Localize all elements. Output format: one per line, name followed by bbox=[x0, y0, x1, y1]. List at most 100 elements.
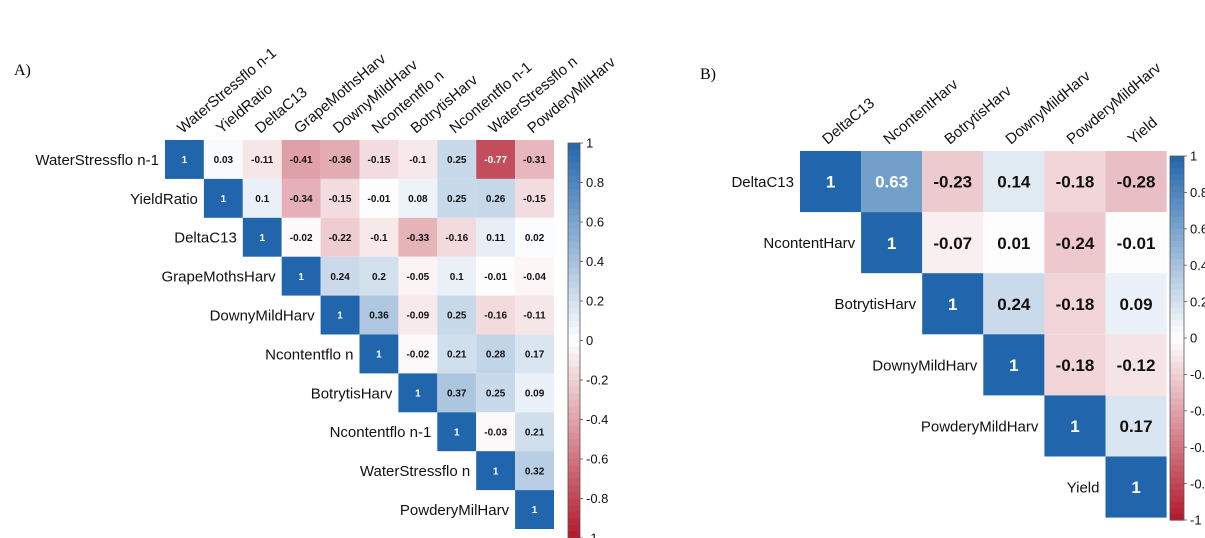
colorbar-segment bbox=[568, 399, 580, 407]
colorbar-segment bbox=[568, 215, 580, 223]
heatmap-cell bbox=[1105, 151, 1167, 213]
heatmap-cell bbox=[922, 212, 984, 274]
colorbar-segment bbox=[1170, 186, 1184, 193]
colorbar-segment bbox=[568, 485, 580, 493]
colorbar-segment bbox=[568, 301, 580, 309]
cell-value-label: -0.02 bbox=[406, 350, 429, 361]
cell-value-label: -0.03 bbox=[484, 427, 507, 438]
cell-value-label: -0.15 bbox=[523, 194, 546, 205]
heatmap-cell bbox=[922, 273, 984, 335]
cell-value-label: 0.24 bbox=[997, 295, 1031, 314]
colorbar-segment bbox=[568, 366, 580, 375]
colorbar-segment bbox=[1170, 325, 1184, 333]
colorbar-segment bbox=[1170, 380, 1184, 388]
colorbar-tick-label: 0 bbox=[1190, 331, 1197, 346]
heatmap-cell bbox=[1044, 334, 1106, 396]
colorbar-segment bbox=[1170, 253, 1184, 260]
row-label: GrapeMothsHarv bbox=[161, 269, 276, 286]
cell-value-label: -0.18 bbox=[1056, 295, 1095, 314]
colorbar-tick-label: -0.2 bbox=[1190, 367, 1205, 382]
colorbar-segment bbox=[568, 261, 580, 269]
row-label: BotrytisHarv bbox=[311, 385, 393, 402]
heatmap-cell bbox=[437, 140, 477, 179]
heatmap-cell bbox=[320, 295, 360, 335]
colorbar-segment bbox=[568, 169, 580, 177]
cell-value-label: 0.17 bbox=[525, 350, 545, 361]
heatmap-cell bbox=[515, 451, 554, 491]
colorbar-segment bbox=[568, 175, 580, 184]
heatmap-cell bbox=[281, 256, 321, 296]
cell-value-label: -0.09 bbox=[406, 311, 429, 322]
cell-value-label: -0.1 bbox=[409, 155, 427, 166]
colorbar-segment bbox=[1170, 416, 1184, 424]
colorbar-tick-label: -0.4 bbox=[1190, 403, 1205, 418]
colorbar-segment bbox=[1170, 404, 1184, 412]
cell-value-label: -0.01 bbox=[368, 194, 391, 205]
heatmap-cell bbox=[1105, 395, 1167, 457]
colorbar-segment bbox=[568, 459, 580, 467]
heatmap-cell bbox=[242, 140, 282, 179]
column-label: DeltaC13 bbox=[819, 95, 878, 148]
colorbar-segment bbox=[1170, 174, 1184, 181]
cell-value-label: 0.2 bbox=[372, 272, 386, 283]
cell-value-label: -0.15 bbox=[329, 194, 352, 205]
colorbar-segment bbox=[1170, 344, 1184, 351]
heatmap-cell bbox=[437, 412, 477, 452]
colorbar-segment bbox=[568, 340, 580, 348]
colorbar-tick-label: 0.8 bbox=[586, 175, 604, 190]
colorbar-segment bbox=[568, 314, 580, 322]
colorbar-segment bbox=[1170, 162, 1184, 169]
cell-value-label: -0.11 bbox=[251, 155, 274, 166]
heatmap-cell bbox=[1044, 151, 1106, 213]
colorbar-segment bbox=[568, 307, 580, 315]
cell-value-label: 1 bbox=[1131, 478, 1140, 497]
heatmap-cell bbox=[1044, 273, 1106, 335]
colorbar-tick-label: 1 bbox=[1190, 149, 1197, 164]
colorbar-segment bbox=[568, 241, 580, 249]
colorbar-segment bbox=[1170, 198, 1184, 206]
colorbar-segment bbox=[568, 419, 580, 427]
colorbar-segment bbox=[568, 189, 580, 197]
colorbar-segment bbox=[1170, 465, 1184, 473]
colorbar-segment bbox=[1170, 441, 1184, 448]
heatmap-cell bbox=[515, 334, 554, 374]
heatmap-cell bbox=[1105, 334, 1167, 396]
cell-value-label: 0.32 bbox=[525, 466, 545, 477]
row-label: NcontentHarv bbox=[763, 235, 855, 252]
row-label: WaterStressflo n-1 bbox=[35, 152, 159, 169]
colorbar-segment bbox=[568, 380, 580, 388]
colorbar-segment bbox=[1170, 289, 1184, 297]
heatmap-cell bbox=[398, 334, 438, 374]
cell-value-label: -0.41 bbox=[290, 155, 313, 166]
colorbar-segment bbox=[568, 222, 580, 230]
cell-value-label: -0.01 bbox=[484, 272, 507, 283]
colorbar-segment bbox=[568, 478, 580, 486]
colorbar-segment bbox=[1170, 240, 1184, 248]
colorbar-tick-label: 0.6 bbox=[1190, 221, 1205, 236]
heatmap-cell bbox=[437, 334, 477, 374]
row-label: PowderyMildHarv bbox=[921, 418, 1039, 435]
colorbar-segment bbox=[1170, 295, 1184, 303]
cell-value-label: 1 bbox=[1009, 356, 1018, 375]
heatmap-cell bbox=[398, 295, 438, 335]
heatmap-cell bbox=[203, 178, 243, 218]
cell-value-label: -0.18 bbox=[1056, 356, 1095, 375]
cell-value-label: -0.05 bbox=[406, 272, 429, 283]
heatmap-cell bbox=[476, 140, 516, 179]
colorbar-segment bbox=[568, 195, 580, 203]
cell-value-label: 1 bbox=[376, 350, 382, 361]
colorbar-segment bbox=[568, 202, 580, 210]
heatmap-cell bbox=[476, 451, 516, 491]
heatmap-cell bbox=[359, 334, 399, 374]
cell-value-label: -0.1 bbox=[370, 233, 388, 244]
colorbar-segment bbox=[568, 320, 580, 328]
colorbar-segment bbox=[1170, 271, 1184, 278]
heatmap-cell bbox=[983, 212, 1045, 274]
heatmap-cell bbox=[398, 373, 438, 413]
heatmap-cell bbox=[359, 217, 399, 257]
heatmap-cell bbox=[398, 140, 438, 179]
colorbar-tick-label: 1 bbox=[586, 136, 593, 151]
cell-value-label: -0.18 bbox=[1056, 173, 1095, 192]
colorbar-tick-label: 0.8 bbox=[1190, 185, 1205, 200]
